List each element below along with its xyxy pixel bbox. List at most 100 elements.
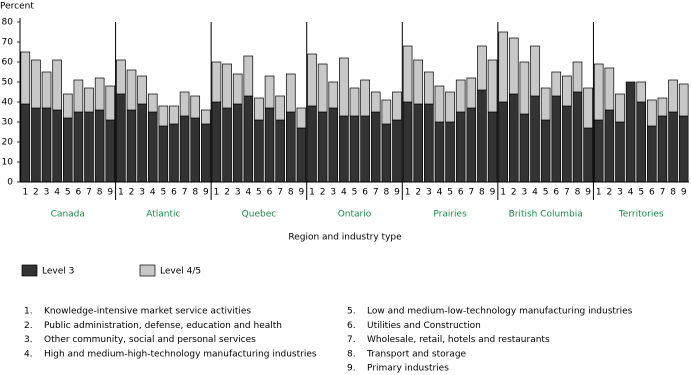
bar-segment — [604, 67, 615, 111]
bar-segment — [137, 75, 147, 105]
note-number: 7. — [347, 335, 356, 345]
bar-segment — [254, 97, 264, 121]
x-tick-label: 7 — [660, 188, 666, 198]
legend-label: Level 4/5 — [160, 267, 201, 277]
region-label: Atlantic — [146, 210, 180, 220]
bar-segment — [562, 105, 572, 183]
bar-segment — [445, 91, 455, 123]
y-axis-label: Percent — [0, 2, 34, 12]
bar-segment — [126, 69, 137, 111]
bar-segment — [105, 119, 116, 183]
x-tick-label: 7 — [373, 188, 379, 198]
bar-segment — [41, 107, 52, 183]
bar-segment — [307, 53, 317, 107]
bar-segment — [360, 115, 370, 183]
bar-segment — [678, 83, 689, 117]
bar-segment — [668, 79, 678, 113]
bar-segment — [275, 95, 285, 121]
bar-segment — [190, 117, 201, 183]
x-tick-label: 1 — [309, 188, 315, 198]
bar-segment — [593, 63, 604, 121]
bar-segment — [392, 91, 402, 121]
bar-segment — [562, 75, 572, 107]
bar-segment — [477, 89, 487, 183]
bar-segment — [434, 121, 445, 183]
x-tick-label: 2 — [606, 188, 612, 198]
bar-segment — [487, 59, 498, 113]
note-text: Other community, social and personal ser… — [44, 335, 256, 345]
bar-segment — [668, 111, 678, 183]
bar-segment — [583, 127, 593, 183]
y-tick-label: 30 — [2, 118, 14, 128]
note-text: Transport and storage — [366, 349, 467, 359]
bar-segment — [498, 101, 508, 183]
x-tick-label: 5 — [352, 188, 358, 198]
x-tick-label: 4 — [628, 188, 634, 198]
region-label: Prairies — [433, 210, 467, 220]
note-text: Utilities and Construction — [367, 321, 481, 331]
x-tick-label: 8 — [192, 188, 198, 198]
bar-segment — [370, 91, 381, 113]
note-text: Low and medium-low-technology manufactur… — [367, 307, 633, 317]
bar-segment — [116, 59, 126, 95]
x-tick-label: 2 — [511, 188, 517, 198]
x-tick-label: 7 — [86, 188, 92, 198]
bar-segment — [615, 93, 625, 123]
bar-segment — [328, 81, 339, 109]
bar-segment — [413, 103, 424, 183]
note-number: 1. — [24, 307, 33, 317]
bar-segment — [158, 125, 169, 183]
x-tick-label: 9 — [299, 188, 305, 198]
y-tick-label: 50 — [2, 78, 14, 88]
y-tick-label: 40 — [2, 98, 14, 108]
x-tick-label: 6 — [171, 188, 177, 198]
bar-segment — [232, 73, 243, 105]
x-tick-label: 5 — [447, 188, 453, 198]
x-tick-label: 8 — [670, 188, 676, 198]
bar-segment — [94, 109, 105, 183]
bar-segment — [169, 105, 179, 125]
y-tick-label: 80 — [2, 18, 14, 28]
legend-label: Level 3 — [42, 267, 74, 277]
region-label: Ontario — [338, 210, 372, 220]
note-text: Wholesale, retail, hotels and restaurant… — [367, 335, 550, 345]
bar-segment — [62, 93, 73, 119]
bar-segment — [264, 107, 275, 183]
bar-segment — [583, 87, 593, 129]
bar-segment — [657, 97, 668, 117]
bar-segment — [339, 57, 349, 117]
bar-segment — [169, 123, 179, 183]
bar-segment — [615, 121, 625, 183]
bar-segment — [179, 91, 190, 117]
bar-segment — [445, 121, 455, 183]
x-tick-label: 5 — [65, 188, 71, 198]
x-tick-label: 1 — [118, 188, 124, 198]
bar-segment — [487, 111, 498, 183]
y-tick-label: 70 — [2, 38, 14, 48]
bar-segment — [647, 99, 657, 127]
bar-segment — [413, 59, 424, 105]
bar-segment — [647, 125, 657, 183]
bar-segment — [179, 115, 190, 183]
x-tick-label: 4 — [54, 188, 60, 198]
bar-segment — [211, 61, 222, 103]
note-number: 2. — [24, 321, 33, 331]
bar-segment — [530, 45, 540, 97]
bar-segment — [285, 73, 296, 113]
x-tick-label: 9 — [203, 188, 209, 198]
x-tick-label: 5 — [256, 188, 262, 198]
x-tick-label: 6 — [553, 188, 559, 198]
bar-segment — [73, 111, 84, 183]
bar-segment — [498, 31, 508, 103]
bar-segment — [147, 111, 158, 183]
legend-swatch — [21, 264, 38, 277]
note-text: High and medium-high-technology manufact… — [44, 349, 317, 359]
bar-segment — [636, 101, 647, 183]
x-tick-label: 8 — [575, 188, 581, 198]
x-tick-label: 4 — [245, 188, 251, 198]
bar-segment — [126, 109, 137, 183]
bar-segment — [328, 107, 339, 183]
bar-segment — [211, 101, 222, 183]
